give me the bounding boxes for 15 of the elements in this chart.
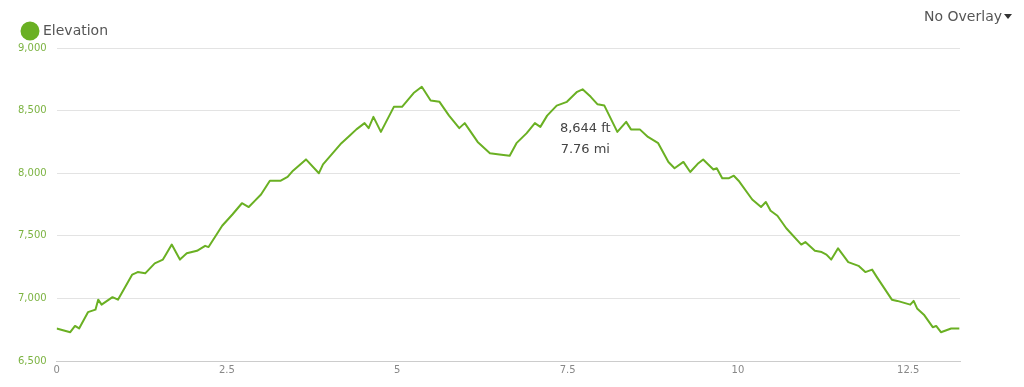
- y-tick-label: 8,500: [17, 104, 47, 116]
- y-tick-label: 9,000: [17, 41, 47, 53]
- y-tick-label: 7,500: [17, 229, 47, 241]
- y-tick-label: 7,000: [17, 291, 47, 303]
- x-tick-label: 5: [394, 363, 401, 375]
- x-tick-label: 12.5: [897, 363, 920, 375]
- x-tick-label: 0: [53, 363, 60, 375]
- x-tick-label: 7.5: [559, 363, 576, 375]
- x-tick-label: 2.5: [218, 363, 235, 375]
- y-tick-label: 6,500: [17, 354, 47, 366]
- x-tick-label: 10: [731, 363, 745, 375]
- text: No Overlay: [924, 8, 1002, 24]
- y-tick-label: 8,000: [17, 166, 47, 178]
- annotation: 8,644 ft 7.76 mi: [559, 120, 611, 157]
- legend-label: Elevation: [43, 21, 109, 38]
